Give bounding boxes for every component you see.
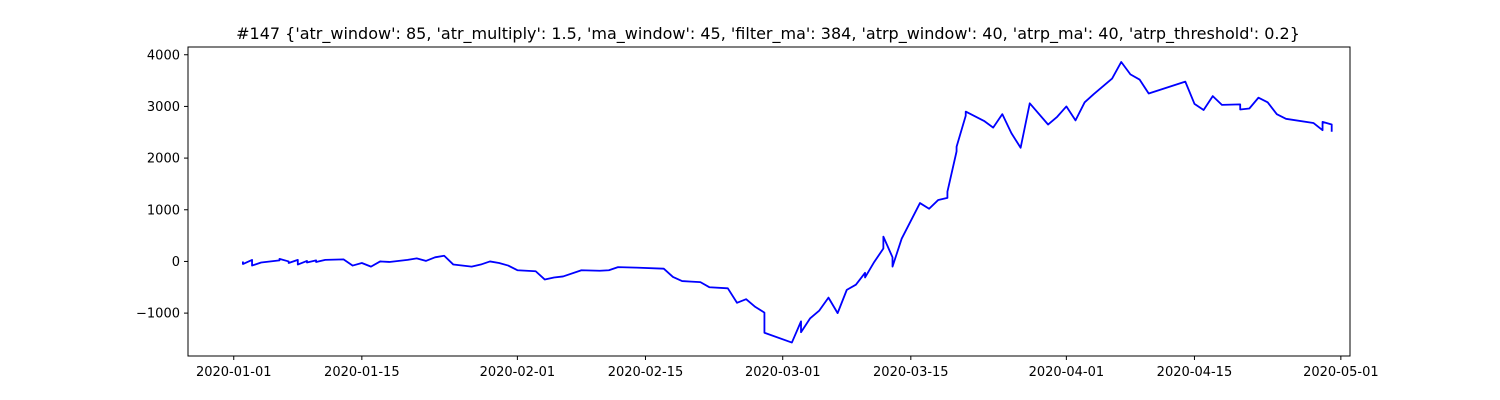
x-tick-label: 2020-02-15 [608, 365, 684, 380]
y-tick-label: −1000 [136, 307, 180, 322]
x-tick-label: 2020-04-01 [1029, 365, 1105, 380]
plot-area [241, 61, 1333, 344]
y-tick-label: 3000 [147, 100, 180, 115]
y-tick-label: 0 [172, 255, 180, 270]
x-tick-label: 2020-01-01 [196, 365, 272, 380]
series-line-0 [241, 61, 1333, 344]
y-tick-label: 4000 [147, 48, 180, 63]
chart-title: #147 {'atr_window': 85, 'atr_multiply': … [236, 24, 1300, 44]
axes-frame [187, 46, 1351, 357]
y-tick-label: 1000 [147, 203, 180, 218]
x-tick-label: 2020-03-15 [873, 365, 949, 380]
y-tick-label: 2000 [147, 152, 180, 167]
x-tick-label: 2020-05-01 [1303, 365, 1379, 380]
x-tick-label: 2020-04-15 [1157, 365, 1233, 380]
x-tick-label: 2020-02-01 [480, 365, 556, 380]
axes: 2020-01-01 2020-01-15 2020-02-01 2020-02-15… [136, 46, 1379, 380]
x-tick-label: 2020-03-01 [745, 365, 821, 380]
x-tick-label: 2020-01-15 [324, 365, 400, 380]
